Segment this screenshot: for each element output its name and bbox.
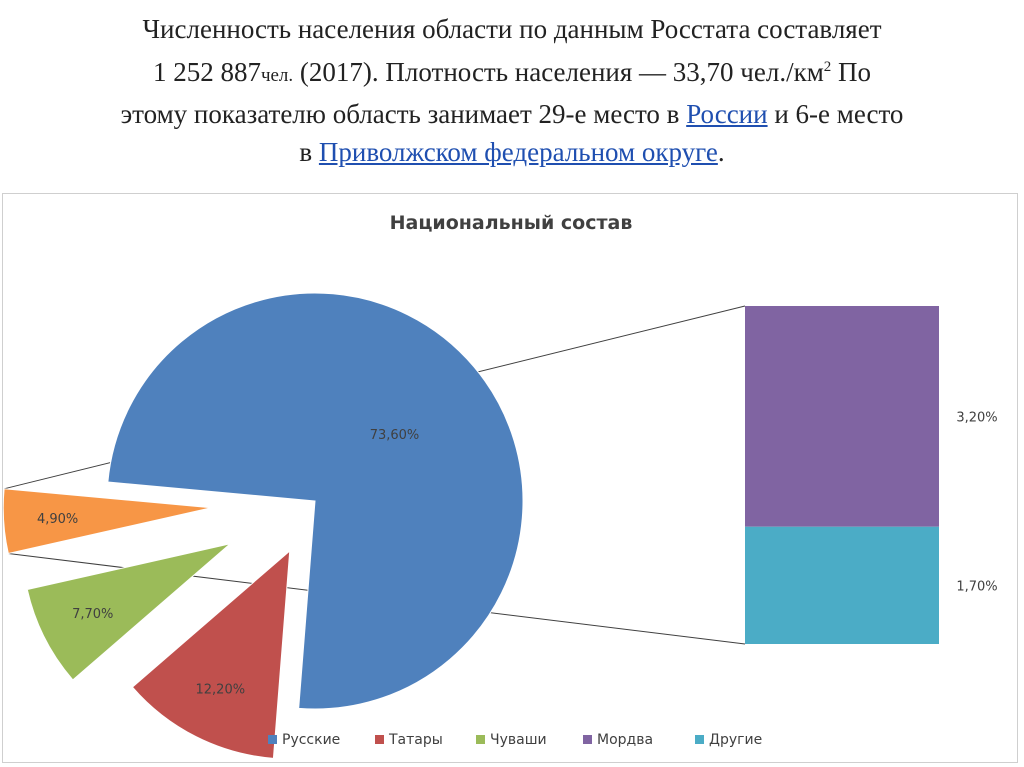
pie-slice-2	[131, 549, 291, 759]
nationality-chart: Национальный состав 73,60% 12,20% 7,70% 4,9…	[2, 212, 998, 759]
density-superscript: 2	[823, 59, 832, 75]
pie-slice-3	[26, 543, 231, 681]
chart-frame: Национальный состав 73,60% 12,20% 7,70% 4,9…	[2, 193, 1018, 763]
intro-text-tail: По	[831, 57, 872, 87]
legend-marker-1	[268, 735, 277, 744]
legend-label-4: Мордва	[597, 732, 653, 748]
intro-line-2: 1 252 887чел. (2017). Плотность населени…	[0, 48, 1024, 95]
link-volga-district[interactable]: Приволжском федеральном округе	[318, 137, 718, 167]
population-value: 1 252 887	[152, 57, 261, 87]
population-unit: чел.	[260, 65, 294, 86]
legend-label-1: Русские	[282, 732, 340, 748]
intro-line-1: Численность населения области по данным …	[0, 10, 1024, 48]
pie-slices	[2, 292, 524, 759]
intro-text-3b: и 6-е место	[767, 99, 904, 129]
intro-line-3: этому показателю область занимает 29-е м…	[0, 95, 1024, 133]
legend-marker-4	[583, 735, 592, 744]
pie-slice-1	[107, 292, 524, 710]
data-labels: 73,60% 12,20% 7,70% 4,90% 3,20% 1,70%	[37, 410, 998, 697]
intro-text-4b: .	[717, 137, 725, 167]
intro-line-4: в Приволжском федеральном округе.	[0, 133, 1024, 171]
breakdown-segment-2	[745, 526, 939, 644]
legend-marker-5	[695, 735, 704, 744]
pie-slice-4	[2, 488, 212, 555]
legend-label-5: Другие	[709, 732, 762, 748]
link-russia[interactable]: России	[686, 99, 768, 129]
intro-text-1: Численность населения области по данным …	[142, 14, 882, 44]
intro-text-4: в	[299, 137, 319, 167]
chart-title: Национальный состав	[390, 212, 633, 234]
slice-label-3: 7,70%	[72, 607, 113, 622]
slice-label-2: 12,20%	[196, 682, 246, 697]
legend-label-2: Татары	[388, 732, 443, 748]
legend-marker-2	[375, 735, 384, 744]
breakdown-label-2: 1,70%	[956, 579, 997, 594]
slice-label-1: 73,60%	[370, 428, 420, 443]
density-text: (2017). Плотность населения — 33,70 чел.…	[293, 57, 824, 87]
intro-paragraph: Численность населения области по данным …	[0, 10, 1024, 171]
breakdown-segment-1	[745, 306, 939, 527]
intro-text-3: этому показателю область занимает 29-е м…	[120, 99, 687, 129]
breakdown-label-1: 3,20%	[956, 410, 997, 425]
slice-label-4: 4,90%	[37, 512, 78, 527]
legend-marker-3	[476, 735, 485, 744]
chart-legend: Русские Татары Чуваши Мордва Другие	[268, 732, 762, 748]
breakdown-bar	[745, 306, 939, 644]
legend-label-3: Чуваши	[490, 732, 547, 748]
